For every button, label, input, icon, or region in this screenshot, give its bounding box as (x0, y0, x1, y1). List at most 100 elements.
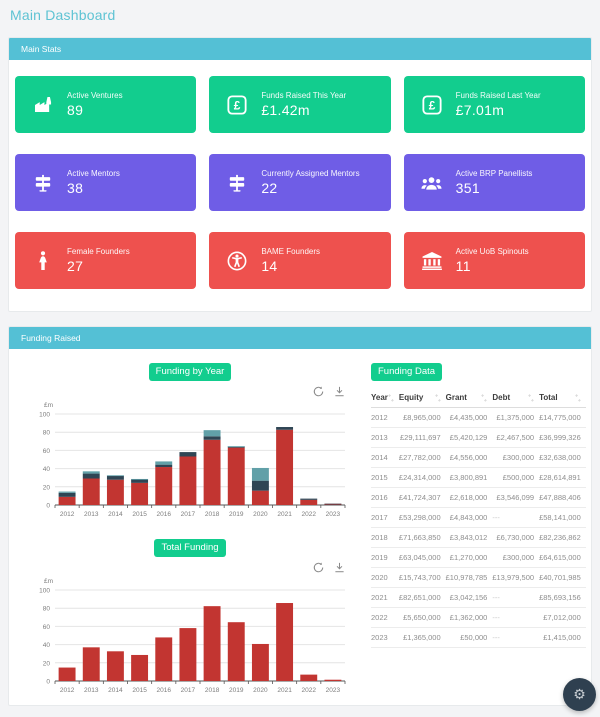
value-cell: £85,693,156 (539, 587, 586, 608)
value-cell: £41,724,307 (398, 487, 446, 508)
table-row: 2012 £8,965,000 £4,435,000 £1,375,000 £14,77… (371, 407, 586, 428)
accessibility-icon (226, 251, 248, 271)
stat-label: Funds Raised Last Year (455, 91, 541, 100)
svg-text:2023: 2023 (326, 687, 341, 694)
value-cell: £1,365,000 (398, 627, 446, 648)
bar-grant-2022 (300, 498, 318, 500)
value-cell: £1,375,000 (492, 407, 540, 428)
value-cell: £5,650,000 (398, 607, 446, 628)
bar-debt-2013 (82, 471, 100, 474)
factory-icon (32, 96, 54, 113)
year-cell: 2012 (371, 407, 399, 428)
value-cell: £3,843,012 (445, 527, 493, 548)
refresh-icon[interactable] (313, 385, 324, 398)
stat-card-active-brp-panellists[interactable]: Active BRP Panellists 351 (403, 154, 585, 211)
value-cell: £29,111,697 (398, 427, 446, 448)
column-header-total[interactable]: Total (539, 389, 586, 408)
column-header-debt[interactable]: Debt (492, 389, 540, 408)
value-cell: £28,614,891 (539, 467, 586, 488)
table-row: 2018 £71,663,850 £3,843,012 £6,730,000 £82,2… (371, 527, 586, 548)
svg-text:2019: 2019 (229, 511, 244, 518)
settings-fab[interactable]: ⚙ (563, 678, 596, 711)
svg-text:40: 40 (43, 466, 51, 473)
signpost-icon (226, 174, 248, 192)
funding-by-year-badge: Funding by Year (148, 363, 232, 381)
bar-grant-2021 (276, 427, 294, 430)
table-row: 2013 £29,111,697 £5,420,129 £2,467,500 £36,9… (371, 427, 586, 448)
charts-column: Funding by Year 0 20 40 60 80 100 £m 2012 2013 20… (19, 359, 361, 705)
page-title: Main Dashboard (10, 7, 116, 23)
stat-value: 38 (67, 180, 84, 196)
stat-card-bame-founders[interactable]: BAME Founders 14 (209, 232, 391, 289)
refresh-icon[interactable] (313, 561, 324, 574)
column-header-year[interactable]: Year (371, 389, 399, 408)
svg-text:2017: 2017 (181, 687, 196, 694)
svg-text:0: 0 (46, 503, 50, 510)
value-cell: £10,978,785 (445, 567, 493, 588)
stat-card-funds-raised-last-year[interactable]: £ Funds Raised Last Year £7.01m (403, 76, 585, 133)
svg-text:2014: 2014 (108, 687, 123, 694)
pound-icon: £ (226, 94, 248, 115)
total-funding-chart: 0 20 40 60 80 100 £m 2012 2013 2014 2015 2016 2017 20… (25, 574, 355, 699)
table-row: 2016 £41,724,307 £2,618,000 £3,546,099 £47,8… (371, 487, 586, 508)
chart1-toolbar (19, 385, 361, 398)
svg-text:2013: 2013 (84, 511, 99, 518)
stat-card-active-mentors[interactable]: Active Mentors 38 (15, 154, 197, 211)
value-cell: £82,236,862 (539, 527, 586, 548)
stat-value: 351 (455, 180, 480, 196)
value-cell: £1,415,000 (539, 627, 586, 648)
download-icon[interactable] (334, 561, 345, 574)
value-cell: £47,888,406 (539, 487, 586, 508)
value-cell: £300,000 (492, 447, 540, 468)
stat-card-funds-raised-this-year[interactable]: £ Funds Raised This Year £1.42m (209, 76, 391, 133)
stat-card-female-founders[interactable]: Female Founders 27 (15, 232, 197, 289)
table-row: 2020 £15,743,700 £10,978,785 £13,979,500 £40… (371, 567, 586, 588)
bar-total-2019 (227, 622, 245, 681)
column-header-grant[interactable]: Grant (445, 389, 493, 408)
bar-equity-2020 (251, 490, 269, 505)
svg-text:2018: 2018 (205, 511, 220, 518)
svg-text:2021: 2021 (277, 511, 292, 518)
bar-equity-2015 (131, 482, 149, 505)
value-cell: £13,979,500 (492, 567, 540, 588)
bar-grant-2017 (179, 452, 197, 457)
value-cell: £15,743,700 (398, 567, 446, 588)
table-row: 2017 £53,298,000 £4,843,000 --- £58,141,000 (371, 507, 586, 528)
gear-icon: ⚙ (573, 686, 586, 702)
bar-total-2013 (82, 647, 100, 681)
value-cell: £58,141,000 (539, 507, 586, 528)
stat-card-active-ventures[interactable]: Active Ventures 89 (15, 76, 197, 133)
svg-text:2019: 2019 (229, 687, 244, 694)
stat-value: 89 (67, 102, 84, 118)
stat-label: Active UoB Spinouts (455, 247, 529, 256)
year-cell: 2016 (371, 487, 399, 508)
svg-text:2014: 2014 (108, 511, 123, 518)
year-cell: 2018 (371, 527, 399, 548)
bar-grant-2014 (106, 475, 124, 480)
funding-body: Funding by Year 0 20 40 60 80 100 £m 2012 2013 20… (9, 349, 591, 705)
svg-text:2020: 2020 (253, 687, 268, 694)
bar-total-2021 (276, 603, 294, 681)
download-icon[interactable] (334, 385, 345, 398)
year-cell: 2021 (371, 587, 399, 608)
funding-by-year-chart-svg: 0 20 40 60 80 100 £m 2012 2013 2014 2015 2016 2017 20… (39, 402, 346, 518)
stat-card-currently-assigned-mentors[interactable]: Currently Assigned Mentors 22 (209, 154, 391, 211)
svg-text:2018: 2018 (205, 687, 220, 694)
value-cell: £64,615,000 (539, 547, 586, 568)
main-stats-panel: Main Stats Active Ventures 89 £ Funds Raise… (8, 37, 592, 312)
year-cell: 2017 (371, 507, 399, 528)
column-header-equity[interactable]: Equity (398, 389, 446, 408)
value-cell: £63,045,000 (398, 547, 446, 568)
signpost-icon (32, 174, 54, 192)
svg-text:2021: 2021 (277, 687, 292, 694)
total-funding-badge: Total Funding (154, 539, 226, 557)
stat-card-active-uob-spinouts[interactable]: Active UoB Spinouts 11 (403, 232, 585, 289)
bar-total-2020 (251, 643, 269, 681)
svg-text:2013: 2013 (84, 687, 99, 694)
value-cell: £82,651,000 (398, 587, 446, 608)
svg-text:£: £ (428, 98, 435, 112)
value-cell: £3,042,156 (445, 587, 493, 608)
svg-text:100: 100 (39, 412, 50, 419)
svg-text:2022: 2022 (302, 687, 317, 694)
